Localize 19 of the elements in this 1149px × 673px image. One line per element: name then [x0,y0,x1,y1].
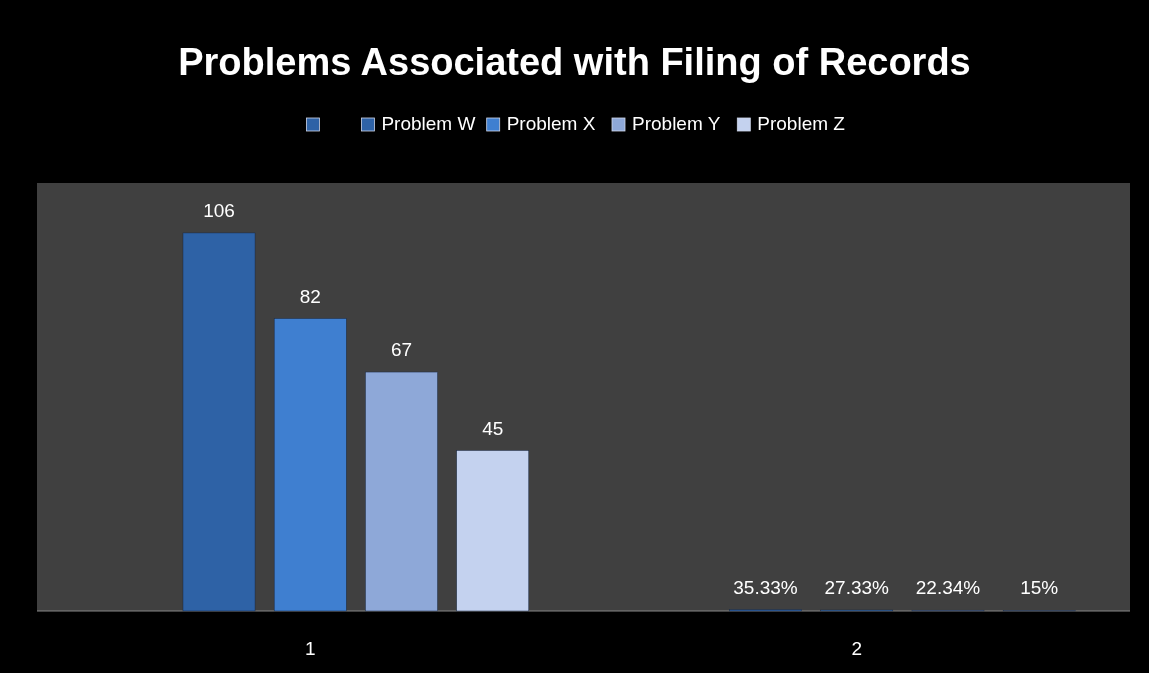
legend-label: Problem W [381,113,476,134]
data-label: 67 [390,339,413,361]
data-label: 82 [299,285,321,307]
data-label: 22.34% [915,577,981,599]
x-tick-label: 1 [304,638,316,659]
x-tick-label: 2 [851,638,863,659]
legend-label: Problem Z [757,113,846,134]
bar [456,450,530,612]
legend-label: Problem Y [632,113,721,134]
data-label: 35.33% [733,576,798,598]
data-label: 106 [203,199,235,221]
bar [365,371,438,612]
data-label: 27.33% [824,577,890,599]
data-label: 45 [482,417,504,439]
bar [273,318,347,612]
bar [182,232,256,612]
legend-label: Problem X [506,113,596,134]
data-label: 15% [1020,577,1059,599]
chart-title: Problems Associated with Filing of Records [178,41,971,83]
